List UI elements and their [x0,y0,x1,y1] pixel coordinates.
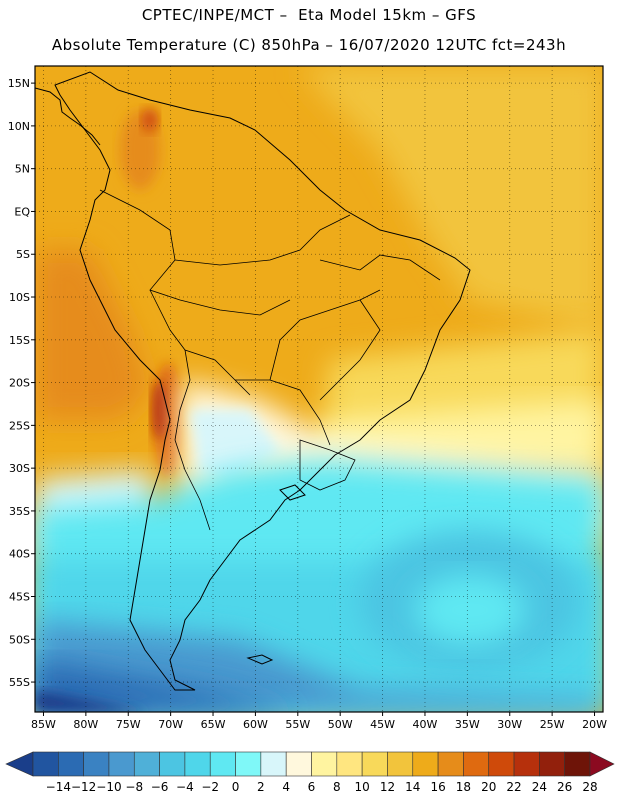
colorbar-label: 26 [557,780,572,794]
lon-tick-label: 35W [455,718,480,731]
colorbar-box [83,751,110,777]
lon-tick-label: 75W [116,718,141,731]
colorbar-label: 22 [506,780,521,794]
colorbar-label: −4 [176,780,194,794]
lat-tick-label: EQ [14,205,30,218]
colorbar-label: 10 [354,780,369,794]
gridlines [35,66,603,712]
colorbar-label: 2 [257,780,265,794]
lat-tick-label: 5N [15,163,30,176]
lat-tick-label: 5S [16,248,30,261]
lat-tick-label: 10S [9,291,30,304]
colorbar-box [387,751,414,777]
colorbar-label: 20 [481,780,496,794]
colorbar-box [285,751,312,777]
lon-tick-label: 55W [285,718,310,731]
colorbar-box [513,751,540,777]
colorbar-label: 14 [405,780,420,794]
lat-tick-label: 55S [9,676,30,689]
colorbar-label: 28 [582,780,597,794]
colorbar-high-triangle [589,751,615,777]
colorbar-box [564,751,591,777]
colorbar-box [437,751,464,777]
lat-tick-label: 50S [9,633,30,646]
colorbar-box [463,751,490,777]
colorbar-label: −14 [46,780,71,794]
central-america-coastline [35,87,101,146]
colorbar-label: 8 [333,780,341,794]
colorbar-label: 24 [532,780,547,794]
colorbar-label: 4 [282,780,290,794]
colorbar-box [488,751,515,777]
lat-tick-label: 30S [9,462,30,475]
colorbar-box [260,751,287,777]
colorbar-box [58,751,84,777]
colorbar-box [235,751,262,777]
lon-tick-label: 50W [328,718,353,731]
lon-tick-label: 70W [158,718,183,731]
colorbar-label: 0 [232,780,240,794]
lon-tick-label: 25W [540,718,565,731]
colorbar-label: 18 [456,780,471,794]
colorbar-box [539,751,565,777]
colorbar-box [108,751,135,777]
temperature-field [35,66,603,712]
colorbar-box [209,751,236,777]
lat-tick-label: 15N [8,77,30,90]
lat-tick-label: 25S [9,419,30,432]
colorbar-box [336,751,363,777]
colorbar-box [412,751,439,777]
colorbar-label: −10 [96,780,121,794]
lon-tick-label: 80W [73,718,98,731]
colorbar-label: 6 [308,780,316,794]
colorbar: −14 −12 −10 −8 −6 −4 −2 0 2 4 6 8 10 12 14 16 18 20 22 24 26… [5,751,615,794]
lon-tick-label: 20W [582,718,607,731]
colorbar-box [32,751,59,777]
lat-tick-label: 35S [9,505,30,518]
lat-tick-label: 20S [9,377,30,390]
colorbar-label: −2 [201,780,219,794]
lat-tick-label: 10N [8,120,30,133]
lon-tick-label: 85W [31,718,56,731]
country-borders [99,189,441,531]
colorbar-label: −12 [71,780,96,794]
colorbar-box [159,751,186,777]
colorbar-label: 16 [430,780,445,794]
colorbar-box [184,751,211,777]
lon-tick-label: 60W [243,718,268,731]
colorbar-label: −8 [125,780,143,794]
lon-tick-label: 30W [497,718,522,731]
colorbar-label: 12 [380,780,395,794]
lon-tick-label: 45W [370,718,395,731]
colorbar-label: −6 [151,780,169,794]
falkland-islands [246,654,274,665]
rio-de-la-plata [279,484,306,501]
south-america-coastline [54,71,471,691]
lon-tick-label: 40W [413,718,438,731]
lat-tick-label: 15S [9,334,30,347]
map-frame [34,65,604,713]
map-title-line1: CPTEC/INPE/MCT – Eta Model 15km – GFS [141,6,477,24]
lat-tick-label: 40S [9,548,30,561]
colorbar-box [361,751,388,777]
lat-tick-label: 45S [9,590,30,603]
colorbar-low-triangle [5,751,34,777]
lon-tick-label: 65W [201,718,226,731]
colorbar-box [133,751,160,777]
colorbar-box [311,751,338,777]
map-title-line2: Absolute Temperature (C) 850hPa – 16/07/… [51,36,567,54]
